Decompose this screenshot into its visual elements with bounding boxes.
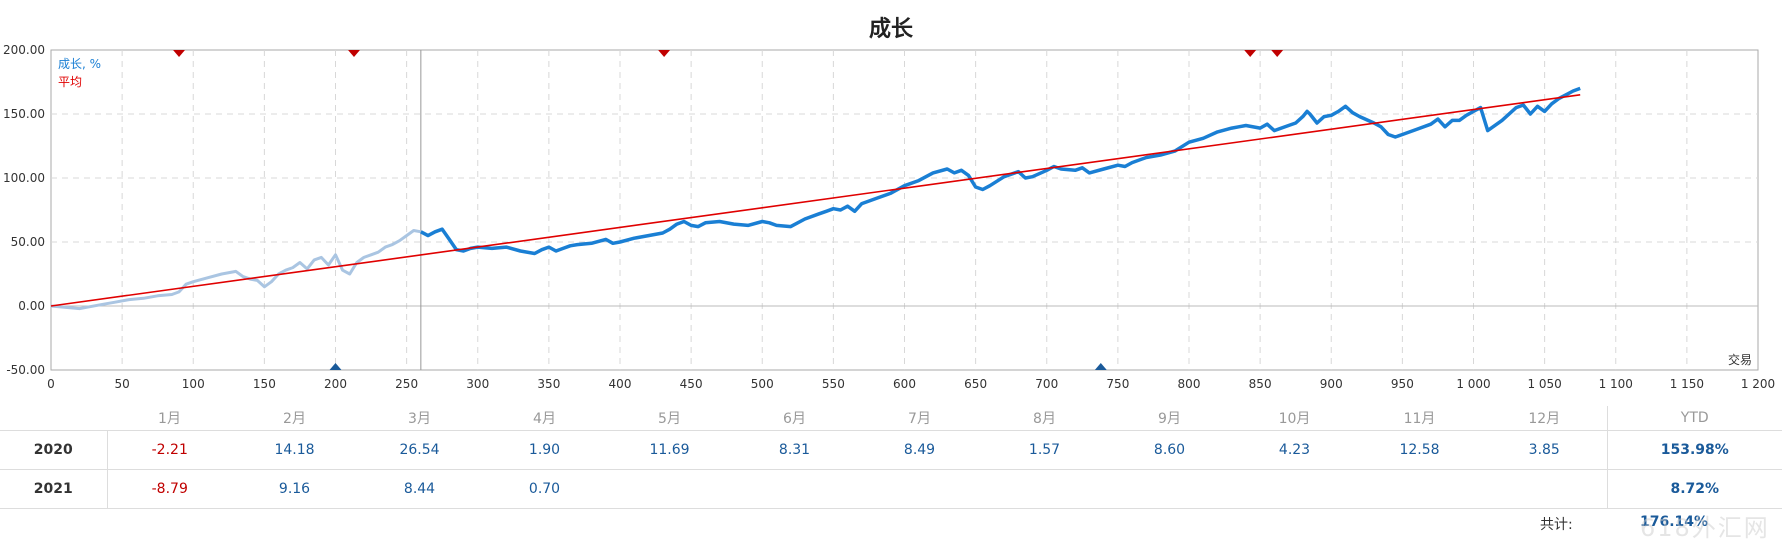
top-marker: [1244, 50, 1257, 57]
month-return-cell: [1232, 470, 1357, 509]
y-tick-label: 0.00: [18, 299, 45, 313]
header-year: [0, 406, 107, 431]
x-tick-label: 1 150: [1670, 377, 1704, 391]
x-tick-label: 850: [1249, 377, 1272, 391]
legend-average: 平均: [58, 75, 82, 89]
month-return-cell: 8.49: [903, 442, 936, 458]
header-month: 4月: [482, 406, 607, 431]
x-tick-label: 0: [47, 377, 55, 391]
x-tick-label: 200: [324, 377, 347, 391]
month-return-cell: [607, 470, 732, 509]
average-line: [50, 94, 1581, 307]
y-tick-label: 50.00: [11, 235, 45, 249]
table-row: 2021 -8.79 9.16 8.44 0.70 8.72%: [0, 469, 1782, 509]
table-header-row: 1月 2月 3月 4月 5月 6月 7月 8月 9月 10月 11月 12月 Y…: [0, 406, 1782, 431]
month-return-cell: 0.70: [528, 481, 561, 497]
x-tick-label: 950: [1391, 377, 1414, 391]
month-return-cell: 1.57: [1028, 442, 1061, 458]
x-tick-label: 800: [1178, 377, 1201, 391]
header-month: 12月: [1482, 406, 1607, 431]
header-month: 6月: [732, 406, 857, 431]
x-tick-label: 150: [253, 377, 276, 391]
x-tick-label: 50: [114, 377, 129, 391]
monthly-returns-table: 1月 2月 3月 4月 5月 6月 7月 8月 9月 10月 11月 12月 Y…: [0, 406, 1782, 509]
x-tick-label: 1 000: [1456, 377, 1490, 391]
bottom-marker: [1094, 363, 1107, 370]
watermark: 618外汇网: [1640, 514, 1770, 542]
x-tick-label: 250: [395, 377, 418, 391]
y-tick-label: 100.00: [3, 171, 45, 185]
month-return-cell: 8.60: [1153, 442, 1186, 458]
x-tick-label: 550: [822, 377, 845, 391]
header-month: 5月: [607, 406, 732, 431]
series-layer: [50, 86, 1581, 311]
total-value: 176.14%: [1640, 514, 1709, 530]
top-marker: [173, 50, 186, 57]
header-month: 1月: [107, 406, 232, 431]
header-month: 11月: [1357, 406, 1482, 431]
x-tick-label: 600: [893, 377, 916, 391]
month-return-cell: 4.23: [1278, 442, 1311, 458]
month-return-cell: 26.54: [399, 442, 440, 458]
header-month: 10月: [1232, 406, 1357, 431]
month-return-cell: [857, 470, 982, 509]
month-return-cell: [732, 470, 857, 509]
month-return-cell: 8.31: [778, 442, 811, 458]
x-tick-label: 100: [182, 377, 205, 391]
row-year: 2020: [0, 430, 108, 470]
chart-title: 成长: [869, 17, 914, 42]
month-return-cell: 12.58: [1399, 442, 1440, 458]
header-month: 3月: [357, 406, 482, 431]
y-tick-label: -50.00: [6, 363, 45, 377]
header-ytd: YTD: [1606, 406, 1782, 431]
month-return-cell: 9.16: [278, 481, 311, 497]
month-return-cell: 3.85: [1528, 442, 1560, 458]
x-tick-label: 450: [680, 377, 703, 391]
month-return-cell: [982, 470, 1107, 509]
bottom-marker: [329, 363, 342, 370]
legend: 成长, % 平均: [58, 57, 101, 89]
header-month: 8月: [982, 406, 1107, 431]
month-return-cell: 8.44: [403, 481, 436, 497]
x-tick-label: 1 200: [1741, 377, 1775, 391]
x-tick-label: 1 100: [1599, 377, 1633, 391]
month-return-cell: [1357, 470, 1482, 509]
month-return-cell: [1107, 470, 1232, 509]
month-return-cell: 11.69: [649, 442, 690, 458]
growth-line: [420, 86, 1581, 256]
top-marker: [347, 50, 360, 57]
table-row: 2020 -2.21 14.18 26.54 1.90 11.69 8.31 8.49 1.57…: [0, 430, 1782, 470]
month-return-cell: 14.18: [274, 442, 315, 458]
x-tick-label: 900: [1320, 377, 1343, 391]
trade-markers: [173, 50, 1284, 370]
header-month: 9月: [1107, 406, 1232, 431]
header-month: 2月: [232, 406, 357, 431]
x-tick-label: 700: [1035, 377, 1058, 391]
header-month: 7月: [857, 406, 982, 431]
row-ytd: 8.72%: [1606, 469, 1782, 509]
legend-growth: 成长, %: [58, 57, 101, 71]
month-return-cell: -2.21: [151, 442, 188, 458]
total-label: 共计:: [1540, 517, 1573, 533]
x-axis-label: 交易: [1728, 352, 1752, 367]
x-tick-label: 650: [964, 377, 987, 391]
x-tick-label: 750: [1106, 377, 1129, 391]
y-tick-label: 200.00: [3, 43, 45, 57]
x-tick-label: 300: [466, 377, 489, 391]
x-tick-label: 1 050: [1527, 377, 1561, 391]
y-tick-label: 150.00: [3, 107, 45, 121]
x-tick-label: 500: [751, 377, 774, 391]
top-marker: [658, 50, 671, 57]
row-ytd: 153.98%: [1606, 430, 1782, 470]
row-year: 2021: [0, 469, 108, 509]
x-tick-label: 400: [609, 377, 632, 391]
month-return-cell: [1482, 470, 1607, 509]
axis-ticks: 0 50 100 150 200 250 300 350 400 450 500 550 600 650 7…: [3, 43, 1775, 391]
growth-chart: 成长 0 50 100 150 200 250 300 350 400 450 500 550 600 6…: [3, 17, 1775, 391]
x-tick-label: 350: [537, 377, 560, 391]
top-marker: [1271, 50, 1284, 57]
month-return-cell: 1.90: [528, 442, 561, 458]
month-return-cell: -8.79: [151, 481, 188, 497]
